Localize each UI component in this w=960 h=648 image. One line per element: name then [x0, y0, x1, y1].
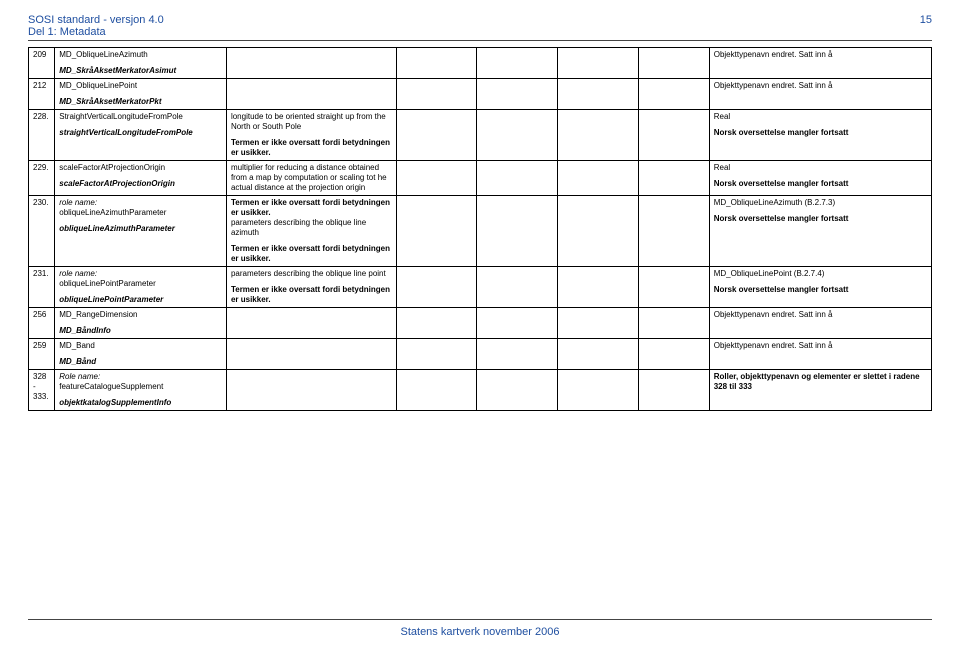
- table-cell: Termen er ikke oversatt fordi betydninge…: [226, 196, 396, 267]
- page-header: SOSI standard - versjon 4.0 Del 1: Metad…: [28, 14, 932, 38]
- page: SOSI standard - versjon 4.0 Del 1: Metad…: [0, 0, 960, 648]
- table-row: 230.role name:obliqueLineAzimuthParamete…: [29, 196, 932, 267]
- table-cell: [477, 110, 558, 161]
- table-cell: MD_ObliqueLinePointMD_SkråAksetMerkatorP…: [55, 79, 227, 110]
- table-cell: [558, 196, 639, 267]
- table-cell: StraightVerticalLongitudeFromPolestraigh…: [55, 110, 227, 161]
- table-cell: [477, 196, 558, 267]
- table-cell: [558, 48, 639, 79]
- table-cell: [639, 267, 710, 308]
- table-cell: [639, 196, 710, 267]
- table-cell: parameters describing the oblique line p…: [226, 267, 396, 308]
- table-cell: 231.: [29, 267, 55, 308]
- table-cell: [639, 339, 710, 370]
- table-cell: RealNorsk oversettelse mangler fortsatt: [709, 161, 931, 196]
- table-cell: [477, 79, 558, 110]
- table-cell: [477, 161, 558, 196]
- table-cell: role name:obliqueLineAzimuthParameterobl…: [55, 196, 227, 267]
- table-row: 229.scaleFactorAtProjectionOriginscaleFa…: [29, 161, 932, 196]
- table-cell: 230.: [29, 196, 55, 267]
- table-cell: scaleFactorAtProjectionOriginscaleFactor…: [55, 161, 227, 196]
- table-row: 209MD_ObliqueLineAzimuthMD_SkråAksetMerk…: [29, 48, 932, 79]
- table-cell: [477, 48, 558, 79]
- table-cell: [558, 110, 639, 161]
- table-cell: 256: [29, 308, 55, 339]
- table-cell: [226, 48, 396, 79]
- table-cell: [477, 370, 558, 411]
- table-cell: [396, 79, 477, 110]
- table-cell: 259: [29, 339, 55, 370]
- table-row: 212MD_ObliqueLinePointMD_SkråAksetMerkat…: [29, 79, 932, 110]
- table-cell: [558, 370, 639, 411]
- table-cell: [558, 308, 639, 339]
- table-cell: role name:obliqueLinePointParameterobliq…: [55, 267, 227, 308]
- table-cell: [477, 267, 558, 308]
- table-cell: [396, 339, 477, 370]
- table-cell: Objekttypenavn endret. Satt inn å: [709, 79, 931, 110]
- table-cell: multiplier for reducing a distance obtai…: [226, 161, 396, 196]
- table-cell: [639, 161, 710, 196]
- table-cell: [558, 161, 639, 196]
- table-cell: Objekttypenavn endret. Satt inn å: [709, 339, 931, 370]
- header-title-1: SOSI standard - versjon 4.0: [28, 14, 164, 26]
- table-cell: [226, 79, 396, 110]
- table-cell: [396, 48, 477, 79]
- table-cell: RealNorsk oversettelse mangler fortsatt: [709, 110, 931, 161]
- header-title-2: Del 1: Metadata: [28, 26, 164, 38]
- table-cell: longitude to be oriented straight up fro…: [226, 110, 396, 161]
- table-cell: 328 - 333.: [29, 370, 55, 411]
- table-cell: 229.: [29, 161, 55, 196]
- footer-rule: [28, 619, 932, 620]
- table-row: 328 - 333.Role name:featureCatalogueSupp…: [29, 370, 932, 411]
- table-cell: [477, 308, 558, 339]
- table-row: 228.StraightVerticalLongitudeFromPolestr…: [29, 110, 932, 161]
- table-cell: [226, 308, 396, 339]
- table-cell: [226, 339, 396, 370]
- table-cell: [396, 267, 477, 308]
- table-cell: [558, 267, 639, 308]
- table-cell: Objekttypenavn endret. Satt inn å: [709, 308, 931, 339]
- table-cell: Objekttypenavn endret. Satt inn å: [709, 48, 931, 79]
- table-cell: [558, 79, 639, 110]
- table-cell: [639, 48, 710, 79]
- table-cell: 212: [29, 79, 55, 110]
- table-cell: [639, 79, 710, 110]
- table-cell: MD_RangeDimensionMD_BåndInfo: [55, 308, 227, 339]
- metadata-table: 209MD_ObliqueLineAzimuthMD_SkråAksetMerk…: [28, 47, 932, 411]
- table-cell: 228.: [29, 110, 55, 161]
- table-cell: [477, 339, 558, 370]
- table-row: 256MD_RangeDimensionMD_BåndInfo Objekttyp…: [29, 308, 932, 339]
- table-cell: Roller, objekttypenavn og elementer er s…: [709, 370, 931, 411]
- table-cell: [639, 370, 710, 411]
- footer-text: Statens kartverk november 2006: [0, 626, 960, 638]
- table-cell: [558, 339, 639, 370]
- table-cell: MD_ObliqueLineAzimuth (B.2.7.3)Norsk ove…: [709, 196, 931, 267]
- table-cell: Role name:featureCatalogueSupplementobje…: [55, 370, 227, 411]
- table-cell: [396, 196, 477, 267]
- table-cell: [639, 110, 710, 161]
- table-cell: [396, 110, 477, 161]
- table-cell: MD_ObliqueLinePoint (B.2.7.4)Norsk overs…: [709, 267, 931, 308]
- table-cell: MD_BandMD_Bånd: [55, 339, 227, 370]
- table-row: 231.role name:obliqueLinePointParametero…: [29, 267, 932, 308]
- page-number: 15: [920, 14, 932, 38]
- header-rule: [28, 40, 932, 41]
- table-cell: [396, 370, 477, 411]
- table-cell: [396, 308, 477, 339]
- table-cell: [226, 370, 396, 411]
- table-cell: 209: [29, 48, 55, 79]
- table-row: 259MD_BandMD_Bånd Objekttypenavn endret. …: [29, 339, 932, 370]
- table-cell: [639, 308, 710, 339]
- table-cell: MD_ObliqueLineAzimuthMD_SkråAksetMerkato…: [55, 48, 227, 79]
- table-cell: [396, 161, 477, 196]
